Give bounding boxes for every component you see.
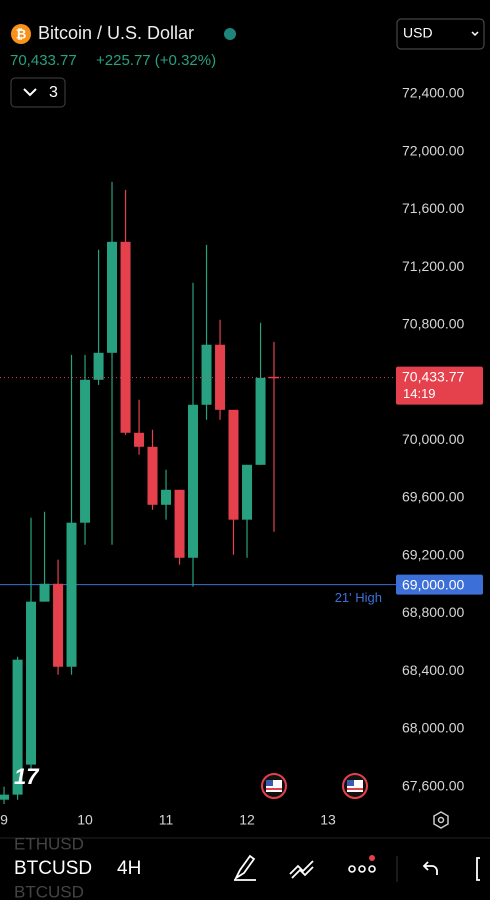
level-name: 21' High: [335, 590, 382, 605]
chart: 67,600.00 68,000.00 68,400.00 68,800.00 69,2…: [0, 85, 483, 830]
indicator-tool[interactable]: [289, 860, 314, 879]
indicators-toggle[interactable]: [10, 77, 66, 108]
y-tick-label: 70,000.00: [402, 431, 464, 447]
interval-button[interactable]: 4H: [117, 858, 141, 879]
undo-button[interactable]: [422, 861, 438, 875]
y-tick-label: 68,000.00: [402, 720, 464, 736]
level-label: 69,000.00: [402, 576, 464, 592]
coin-icon: [11, 24, 31, 44]
y-tick-label: 71,600.00: [402, 200, 464, 216]
coin-symbol: ₿: [16, 26, 27, 41]
y-tick-label: 70,800.00: [402, 316, 464, 332]
candle-body: [66, 522, 77, 667]
candle-body: [120, 241, 131, 433]
candle-body: [268, 376, 279, 379]
y-tick-label: 67,600.00: [402, 777, 464, 793]
candle-body: [80, 379, 91, 523]
candle-body: [174, 489, 185, 558]
last-price-box: [396, 366, 483, 405]
event-flag[interactable]: [342, 773, 368, 799]
y-tick-label: 69,600.00: [402, 489, 464, 505]
y-tick-label: 68,400.00: [402, 662, 464, 678]
tv-logo: 17: [14, 764, 40, 789]
next-symbol: BTCUSD: [14, 882, 84, 900]
event-flag[interactable]: [261, 773, 287, 799]
y-tick-label: 71,200.00: [402, 258, 464, 274]
candle-body: [242, 464, 253, 520]
candle-body: [39, 583, 50, 602]
candle-body: [188, 404, 199, 558]
last-price-label: 70,433.77: [402, 368, 464, 384]
y-tick-label: 68,800.00: [402, 604, 464, 620]
y-tick-label: 72,400.00: [402, 85, 464, 101]
header-change: +225.77 (+0.32%): [96, 52, 216, 69]
x-tick-label: 9: [0, 812, 8, 828]
level-box: [396, 574, 483, 595]
settings-icon-center: [437, 816, 445, 824]
candle-body: [0, 794, 10, 800]
candle-body: [26, 601, 37, 765]
candle-body: [93, 352, 104, 380]
header-price: 70,433.77: [10, 52, 77, 69]
candle-body: [12, 659, 23, 795]
countdown-label: 14:19: [403, 386, 436, 401]
candle-body: [134, 432, 145, 447]
dropdown-caret: [471, 31, 479, 37]
candle-body: [53, 583, 64, 667]
candle-body: [107, 241, 118, 353]
candle-body: [228, 409, 239, 520]
chevron: [23, 88, 37, 97]
draw-tool[interactable]: [233, 854, 256, 881]
market-open-dot: [224, 28, 236, 40]
symbol-button[interactable]: BTCUSD: [14, 858, 92, 879]
candle-body: [255, 377, 266, 465]
prev-symbol: ETHUSD: [14, 834, 84, 853]
candle-body: [147, 446, 158, 505]
y-tick-label: 69,200.00: [402, 546, 464, 562]
x-tick-label: 11: [159, 812, 174, 828]
candle-body: [201, 344, 212, 405]
settings-icon[interactable]: [433, 811, 449, 829]
currency-label: USD: [403, 25, 433, 41]
x-tick-label: 12: [239, 812, 255, 828]
more-button[interactable]: [348, 855, 376, 873]
x-tick-label: 13: [320, 812, 336, 828]
candle-body: [161, 489, 172, 505]
y-tick-label: 72,000.00: [402, 142, 464, 158]
fullscreen-button[interactable]: [476, 857, 480, 881]
indicators-count: 3: [49, 84, 58, 101]
x-tick-label: 10: [77, 812, 93, 828]
symbol-title[interactable]: Bitcoin / U.S. Dollar: [38, 23, 194, 43]
currency-select[interactable]: [396, 18, 485, 50]
